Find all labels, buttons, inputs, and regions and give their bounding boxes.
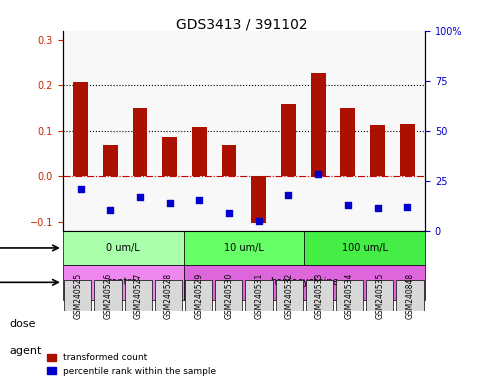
Bar [370,125,385,176]
Text: GSM240535: GSM240535 [375,273,384,319]
Text: GSM240526: GSM240526 [103,273,113,319]
Text: homocysteine: homocysteine [270,277,339,287]
FancyBboxPatch shape [304,231,425,265]
Point [314,171,322,177]
Text: GDS3413 / 391102: GDS3413 / 391102 [176,17,307,31]
Text: GSM240529: GSM240529 [194,273,203,319]
Text: GSM240528: GSM240528 [164,273,173,319]
FancyBboxPatch shape [185,280,212,311]
Text: control: control [106,277,140,287]
Point [403,204,411,210]
Point [166,200,173,206]
FancyBboxPatch shape [125,280,152,311]
FancyBboxPatch shape [366,280,393,311]
Point [284,192,292,199]
FancyBboxPatch shape [155,280,182,311]
FancyBboxPatch shape [95,280,122,311]
Bar [73,82,88,176]
FancyBboxPatch shape [184,231,304,265]
Point [136,194,144,200]
Text: dose: dose [10,319,36,329]
Text: 0 um/L: 0 um/L [106,243,140,253]
Text: GSM240534: GSM240534 [345,273,354,319]
Bar [311,73,326,176]
Text: GSM240531: GSM240531 [255,273,264,319]
Point [374,205,382,211]
Bar [251,176,266,223]
FancyBboxPatch shape [397,280,424,311]
FancyBboxPatch shape [276,280,303,311]
Bar [192,127,207,176]
Text: 10 um/L: 10 um/L [224,243,264,253]
Bar [162,137,177,176]
Bar [281,104,296,176]
Bar [341,108,355,176]
FancyBboxPatch shape [63,265,184,300]
Text: GSM240530: GSM240530 [224,273,233,319]
Bar [103,145,118,176]
FancyBboxPatch shape [215,280,242,311]
Point [255,218,263,224]
Text: agent: agent [10,346,42,356]
Bar [400,124,414,176]
Point [225,210,233,216]
FancyBboxPatch shape [64,280,91,311]
Text: GSM240848: GSM240848 [405,273,414,319]
Point [77,186,85,192]
Bar [222,145,237,176]
Text: GSM240532: GSM240532 [284,273,294,319]
Point [106,207,114,214]
FancyBboxPatch shape [63,231,184,265]
Bar [132,108,147,176]
FancyBboxPatch shape [184,265,425,300]
Text: GSM240525: GSM240525 [73,273,83,319]
Point [344,202,352,208]
Text: 100 um/L: 100 um/L [341,243,388,253]
Text: GSM240527: GSM240527 [134,273,143,319]
Text: GSM240533: GSM240533 [315,273,324,319]
FancyBboxPatch shape [336,280,363,311]
Legend: transformed count, percentile rank within the sample: transformed count, percentile rank withi… [43,350,220,379]
Point [196,197,203,204]
FancyBboxPatch shape [306,280,333,311]
FancyBboxPatch shape [245,280,272,311]
